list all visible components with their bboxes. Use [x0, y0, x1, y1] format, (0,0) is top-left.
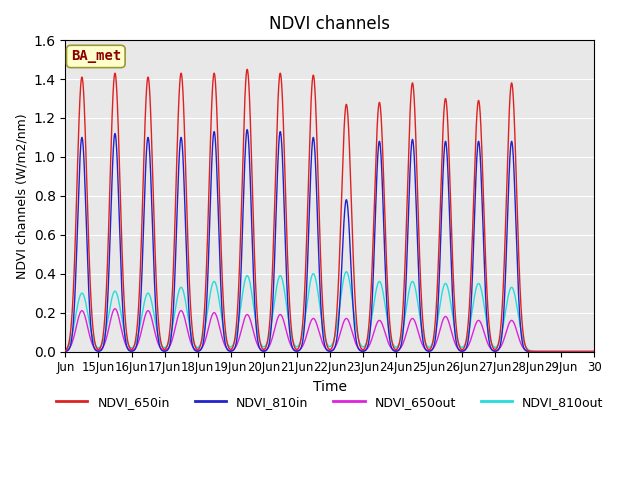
NDVI_810in [370, 264, 378, 269]
Line: NDVI_810in: NDVI_810in [65, 130, 595, 351]
NDVI_810in [243, 127, 251, 132]
NDVI_650in [80, 93, 88, 99]
Legend: NDVI_650in, NDVI_810in, NDVI_650out, NDVI_810out: NDVI_650in, NDVI_810in, NDVI_650out, NDV… [51, 391, 609, 414]
Title: NDVI channels: NDVI channels [269, 15, 390, 33]
NDVI_650out [370, 330, 378, 336]
NDVI_650out [310, 316, 318, 322]
NDVI_650out [80, 310, 88, 316]
NDVI_810in [310, 138, 318, 144]
NDVI_810in [591, 348, 598, 354]
Text: BA_met: BA_met [70, 49, 121, 63]
NDVI_810out [465, 328, 473, 334]
NDVI_810in [80, 154, 88, 160]
NDVI_650in [384, 292, 392, 298]
NDVI_810out [591, 348, 598, 354]
Line: NDVI_650in: NDVI_650in [65, 69, 595, 351]
NDVI_650in [243, 66, 251, 72]
NDVI_810out [265, 335, 273, 340]
NDVI_650out [591, 348, 598, 354]
NDVI_650out [465, 342, 473, 348]
NDVI_650in [61, 348, 69, 353]
NDVI_650out [61, 348, 69, 354]
NDVI_810in [61, 348, 69, 354]
NDVI_650in [370, 222, 378, 228]
NDVI_810out [342, 269, 350, 275]
NDVI_810in [265, 343, 273, 348]
Line: NDVI_650out: NDVI_650out [65, 309, 595, 351]
NDVI_810in [384, 320, 392, 325]
Y-axis label: NDVI channels (W/m2/nm): NDVI channels (W/m2/nm) [15, 113, 28, 278]
NDVI_810out [310, 271, 318, 277]
NDVI_650in [310, 76, 318, 82]
NDVI_650out [384, 339, 392, 345]
NDVI_650out [111, 306, 119, 312]
NDVI_650in [465, 312, 473, 318]
NDVI_810in [465, 332, 473, 338]
X-axis label: Time: Time [313, 380, 347, 394]
NDVI_810out [61, 347, 69, 353]
Line: NDVI_810out: NDVI_810out [65, 272, 595, 351]
NDVI_810out [384, 321, 392, 327]
NDVI_650in [591, 348, 598, 354]
NDVI_650out [265, 344, 273, 350]
NDVI_650in [265, 330, 273, 336]
NDVI_810out [370, 303, 378, 309]
NDVI_810out [80, 293, 88, 299]
